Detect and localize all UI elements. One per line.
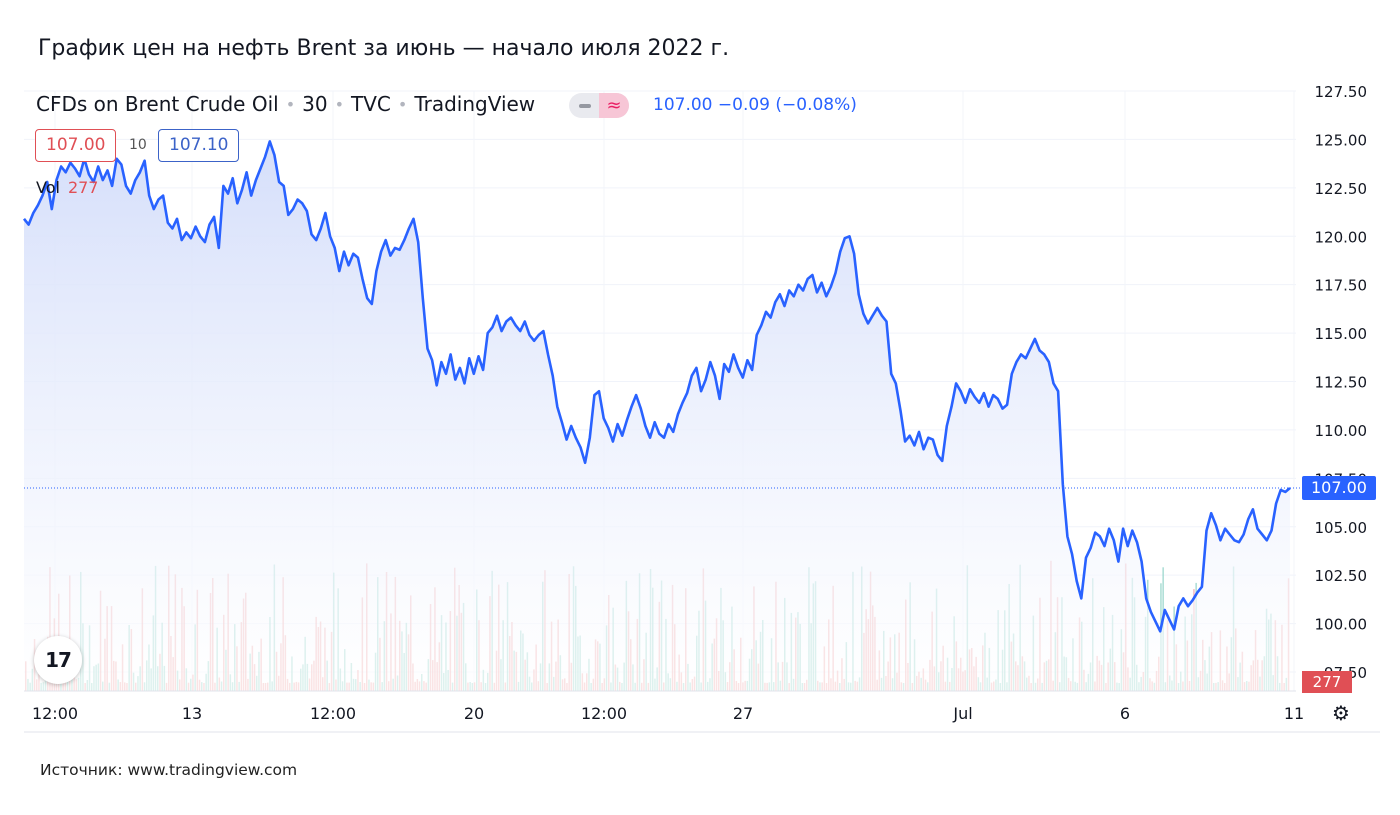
logo-text: 17 bbox=[45, 648, 72, 672]
symbol-header: CFDs on Brent Crude Oil • 30 • TVC • Tra… bbox=[36, 92, 535, 116]
interval-label[interactable]: 30 bbox=[302, 92, 328, 116]
x-tick-label: 13 bbox=[182, 704, 202, 723]
approx-icon: ≈ bbox=[599, 93, 629, 118]
y-tick-label: 127.50 bbox=[1315, 83, 1368, 101]
separator-dot: • bbox=[397, 94, 408, 114]
price-area bbox=[24, 141, 1290, 691]
x-tick-label: 12:00 bbox=[581, 704, 627, 723]
y-tick-label: 115.00 bbox=[1315, 325, 1368, 343]
platform-label: TradingView bbox=[414, 92, 536, 116]
tradingview-logo-icon[interactable]: 17 bbox=[34, 636, 82, 684]
minus-icon bbox=[579, 104, 591, 108]
x-tick-label: 6 bbox=[1120, 704, 1130, 723]
sell-price-button[interactable]: 107.00 bbox=[35, 129, 117, 162]
exchange-label: TVC bbox=[351, 92, 391, 116]
y-axis: 127.50 125.00 122.50 120.00 117.50 115.00 112.… bbox=[1315, 83, 1368, 682]
volume-legend: Vol 277 bbox=[36, 178, 98, 197]
y-tick-label: 112.50 bbox=[1315, 374, 1368, 392]
y-tick-label: 105.00 bbox=[1315, 519, 1368, 537]
x-tick-label: 11 bbox=[1284, 704, 1304, 723]
y-tick-label: 100.00 bbox=[1315, 616, 1368, 634]
compare-toggle[interactable]: ≈ bbox=[569, 93, 629, 118]
y-tick-label: 117.50 bbox=[1315, 277, 1368, 295]
x-tick-label: 12:00 bbox=[32, 704, 78, 723]
x-tick-label: 12:00 bbox=[310, 704, 356, 723]
change-readout: 107.00 −0.09 (−0.08%) bbox=[653, 95, 857, 115]
source-caption: Источник: www.tradingview.com bbox=[40, 761, 298, 779]
price-line bbox=[22, 140, 1291, 633]
y-tick-label: 122.50 bbox=[1315, 180, 1368, 198]
page-title: График цен на нефть Brent за июнь — нача… bbox=[38, 36, 730, 61]
y-tick-label: 120.00 bbox=[1315, 228, 1368, 246]
x-axis: 12:00 13 12:00 20 12:00 27 Jul 6 11 bbox=[32, 704, 1304, 723]
y-tick-label: 110.00 bbox=[1315, 422, 1368, 440]
last-volume-tag: 277 bbox=[1302, 671, 1352, 693]
separator-dot: • bbox=[334, 94, 345, 114]
y-tick-label: 102.50 bbox=[1315, 567, 1368, 585]
volume-value: 277 bbox=[67, 178, 99, 197]
x-tick-label: 27 bbox=[733, 704, 753, 723]
last-price-tag: 107.00 bbox=[1302, 476, 1376, 501]
x-tick-label: Jul bbox=[952, 704, 972, 723]
symbol-name[interactable]: CFDs on Brent Crude Oil bbox=[36, 92, 279, 116]
separator-dot: • bbox=[285, 94, 296, 114]
gear-icon[interactable]: ⚙ bbox=[1332, 701, 1350, 725]
buy-price-button[interactable]: 107.10 bbox=[158, 129, 240, 162]
spread-value: 10 bbox=[129, 137, 147, 153]
y-tick-label: 125.00 bbox=[1315, 131, 1368, 149]
volume-label: Vol bbox=[36, 178, 60, 197]
x-tick-label: 20 bbox=[464, 704, 484, 723]
